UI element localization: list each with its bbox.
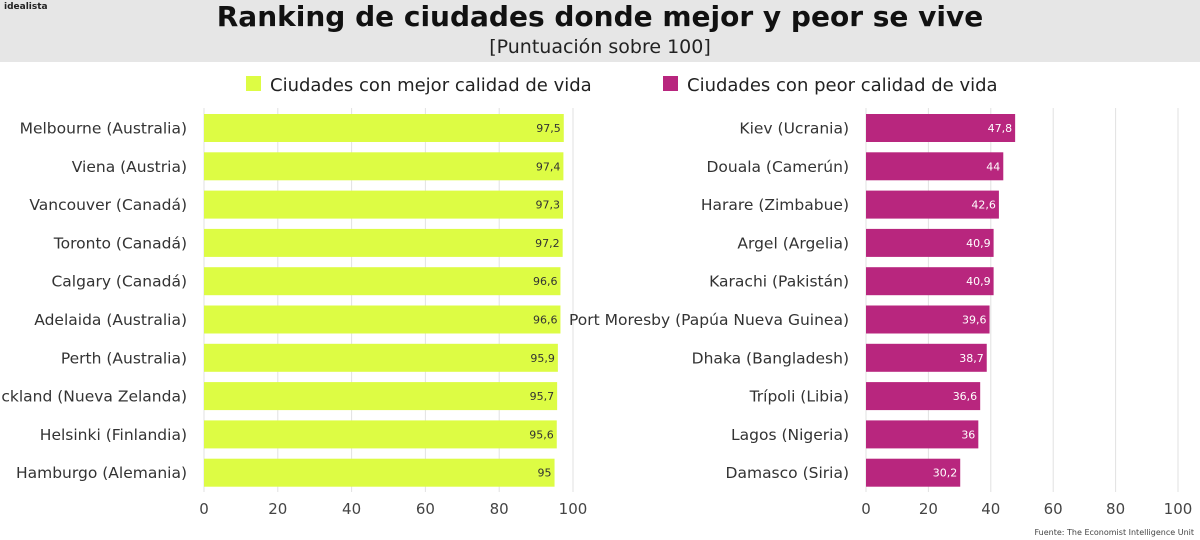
- x-tick-label: 80: [1106, 500, 1125, 518]
- bar: [866, 267, 994, 296]
- bar: [204, 114, 564, 142]
- category-label: Argel (Argelia): [737, 234, 849, 252]
- category-label: Melbourne (Australia): [20, 120, 187, 138]
- x-tick-label: 20: [919, 500, 938, 518]
- x-tick-label: 0: [199, 500, 209, 518]
- category-label: Hamburgo (Alemania): [16, 464, 187, 482]
- bar: [204, 382, 558, 411]
- data-label: 97,5: [536, 122, 561, 135]
- data-label: 36,6: [953, 390, 978, 403]
- data-label: 95,6: [529, 428, 554, 441]
- data-label: 97,2: [535, 237, 560, 250]
- x-tick-label: 20: [268, 500, 287, 518]
- data-label: 97,3: [536, 199, 561, 212]
- category-label: Adelaida (Australia): [34, 311, 187, 329]
- bar: [204, 267, 561, 296]
- data-label: 96,6: [533, 275, 558, 288]
- data-label: 30,2: [933, 467, 958, 480]
- bar: [866, 458, 961, 487]
- x-tick-label: 0: [861, 500, 871, 518]
- data-label: 95,7: [530, 390, 555, 403]
- bar: [204, 190, 564, 219]
- bar: [866, 382, 981, 411]
- x-tick-label: 60: [416, 500, 435, 518]
- bar: [866, 114, 1016, 142]
- bar: [866, 343, 987, 372]
- bar: [204, 420, 557, 449]
- bar: [866, 228, 994, 257]
- bar: [866, 420, 979, 449]
- category-label: Douala (Camerún): [706, 158, 849, 176]
- data-label: 95,9: [530, 352, 555, 365]
- legend-swatch: [246, 76, 261, 91]
- category-label: Dhaka (Bangladesh): [692, 349, 849, 367]
- chart-title: Ranking de ciudades donde mejor y peor s…: [216, 0, 984, 33]
- category-label: Trípoli (Libia): [749, 388, 849, 406]
- bar: [204, 305, 561, 334]
- x-tick-label: 100: [559, 500, 588, 518]
- data-label: 38,7: [959, 352, 984, 365]
- category-label: Lagos (Nigeria): [731, 426, 849, 444]
- category-label: Perth (Australia): [61, 349, 187, 367]
- category-label: Toronto (Canadá): [53, 234, 187, 252]
- bar: [204, 343, 558, 372]
- data-label: 96,6: [533, 314, 558, 327]
- category-label: Damasco (Siria): [726, 464, 849, 482]
- bar: [866, 152, 1004, 181]
- data-label: 42,6: [971, 199, 996, 212]
- category-label: Kiev (Ucrania): [739, 120, 849, 138]
- category-label: Calgary (Canadá): [51, 273, 187, 291]
- data-label: 95: [538, 467, 552, 480]
- header-band: idealista Ranking de ciudades donde mejo…: [0, 0, 1200, 62]
- data-label: 40,9: [966, 275, 991, 288]
- data-label: 97,4: [536, 160, 561, 173]
- legend-label: Ciudades con mejor calidad de vida: [270, 75, 592, 96]
- category-label: Viena (Austria): [72, 158, 187, 176]
- bar: [204, 458, 555, 487]
- data-label: 39,6: [962, 314, 987, 327]
- x-tick-label: 80: [490, 500, 509, 518]
- data-label: 40,9: [966, 237, 991, 250]
- category-label: Vancouver (Canadá): [29, 196, 187, 214]
- bar: [204, 152, 564, 181]
- x-tick-label: 40: [981, 500, 1000, 518]
- category-label: Harare (Zimbabue): [701, 196, 849, 214]
- category-label: Helsinki (Finlandia): [40, 426, 187, 444]
- chart-subtitle: [Puntuación sobre 100]: [489, 36, 711, 58]
- category-label: Karachi (Pakistán): [709, 273, 849, 291]
- x-tick-label: 40: [342, 500, 361, 518]
- bar: [866, 190, 999, 219]
- x-tick-label: 60: [1044, 500, 1063, 518]
- category-label: Auckland (Nueva Zelanda): [0, 388, 187, 406]
- data-label: 36: [961, 428, 975, 441]
- legend-swatch: [663, 76, 678, 91]
- bar: [866, 305, 990, 334]
- category-label: Port Moresby (Papúa Nueva Guinea): [569, 311, 849, 329]
- x-tick-label: 100: [1164, 500, 1193, 518]
- legend-label: Ciudades con peor calidad de vida: [687, 75, 998, 96]
- brand-logo: idealista: [4, 2, 48, 12]
- data-label: 44: [986, 160, 1000, 173]
- bar: [204, 228, 563, 257]
- data-label: 47,8: [988, 122, 1013, 135]
- source-note: Fuente: The Economist Intelligence Unit: [1034, 528, 1195, 537]
